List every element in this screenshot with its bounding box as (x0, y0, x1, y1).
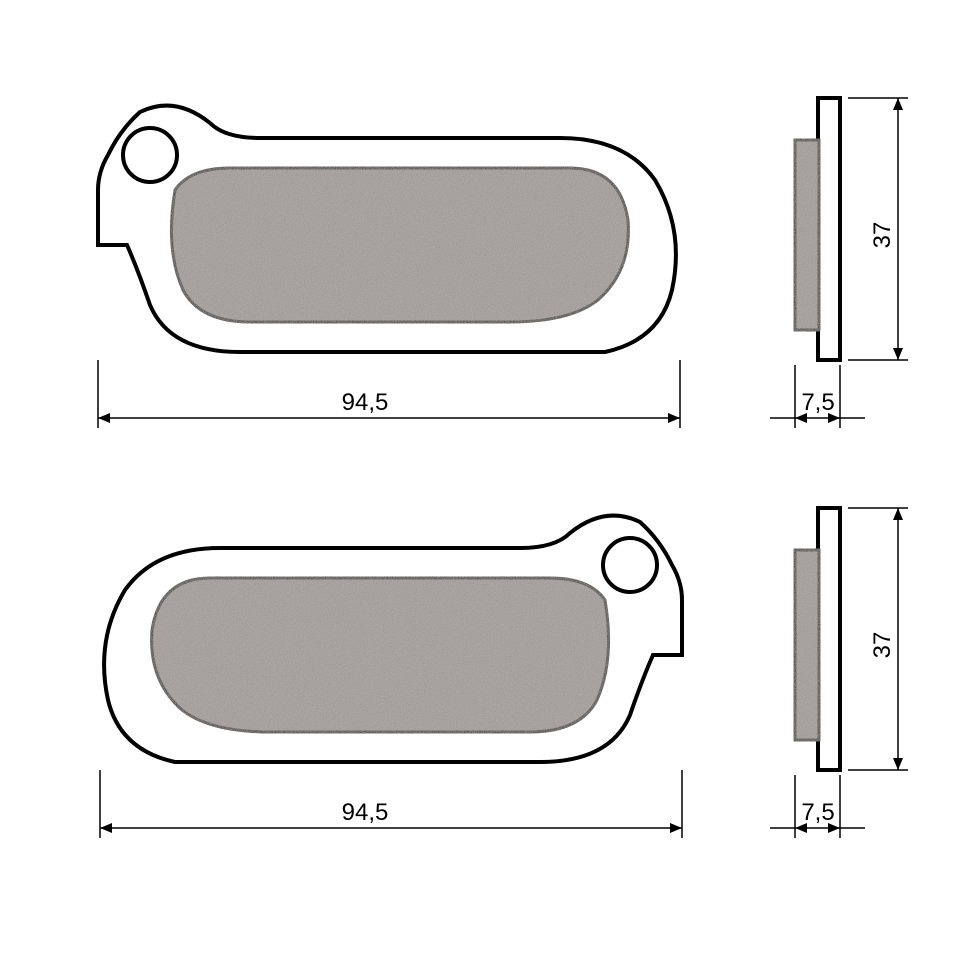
dim-top-thick: 7,5 (801, 389, 834, 416)
top-pad-friction (171, 168, 628, 322)
bottom-side-friction (795, 550, 819, 740)
bottom-side-backing (818, 508, 840, 770)
top-pad-hole (123, 128, 177, 182)
dim-bot-thick: 7,5 (801, 799, 834, 826)
dim-bot-width: 94,5 (342, 799, 389, 826)
brake-pad-diagram: 94,5 37 7,5 94,5 37 (0, 0, 960, 960)
bottom-pad-hole (603, 538, 657, 592)
top-side-backing (818, 98, 840, 360)
bottom-pad-side (795, 508, 840, 770)
top-pad-side (795, 98, 840, 360)
dim-top-height: 37 (869, 222, 896, 249)
bottom-pad-front (104, 516, 682, 762)
bottom-pad-friction (152, 578, 609, 732)
dim-bot-height: 37 (869, 632, 896, 659)
dim-top-width: 94,5 (342, 389, 389, 416)
top-side-friction (795, 140, 819, 330)
diagram-svg: 94,5 37 7,5 94,5 37 (0, 0, 960, 960)
top-pad-front (98, 106, 676, 352)
